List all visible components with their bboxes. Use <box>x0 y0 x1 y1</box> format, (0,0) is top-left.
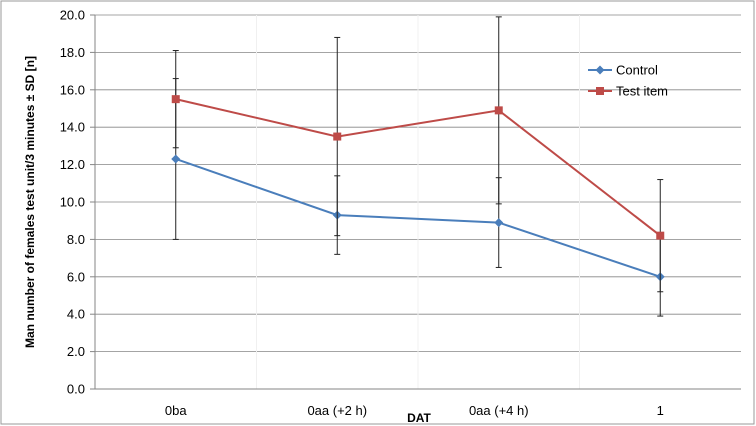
x-tick-labels: 0ba 0aa (+2 h) 0aa (+4 h) 1 <box>165 403 664 418</box>
data-point-square <box>333 132 342 141</box>
y-tick-label: 0.0 <box>67 382 85 397</box>
data-point-square <box>171 95 180 104</box>
series-line <box>175 158 661 278</box>
data-point-square <box>596 87 604 95</box>
y-tick-label: 8.0 <box>67 232 85 247</box>
x-tick-label: 0aa (+2 h) <box>307 403 367 418</box>
y-tick-label: 18.0 <box>60 45 85 60</box>
legend-label: Control <box>616 63 658 78</box>
x-tick-label: 1 <box>657 403 664 418</box>
data-point-diamond <box>171 154 181 164</box>
series-test-item <box>171 16 665 293</box>
legend-label: Test item <box>616 84 668 99</box>
axes <box>94 15 741 390</box>
y-tick-label: 16.0 <box>60 82 85 97</box>
y-axis-title: Man number of females test unit/3 minute… <box>23 56 37 348</box>
y-tick-label: 10.0 <box>60 195 85 210</box>
data-point-diamond <box>595 65 605 75</box>
data-point-square <box>494 106 503 115</box>
y-tick-label: 12.0 <box>60 157 85 172</box>
data-point-square <box>656 231 665 240</box>
y-tick-labels: 0.0 2.0 4.0 6.0 8.0 10.0 12.0 14.0 16.0 18.0 20.0 <box>60 8 85 397</box>
x-tick-label: 0ba <box>165 403 187 418</box>
data-point-diamond <box>494 218 504 228</box>
legend: Control Test item <box>588 63 668 99</box>
legend-entry: Control <box>588 63 658 78</box>
y-tick-label: 4.0 <box>67 307 85 322</box>
x-axis-title: DAT <box>407 411 431 425</box>
y-tick-label: 2.0 <box>67 344 85 359</box>
x-tick-label: 0aa (+4 h) <box>469 403 529 418</box>
gridlines <box>90 14 741 390</box>
y-tick-label: 14.0 <box>60 120 85 135</box>
y-tick-label: 20.0 <box>60 8 85 23</box>
series <box>171 16 665 317</box>
series-line <box>175 98 661 237</box>
y-tick-label: 6.0 <box>67 269 85 284</box>
legend-entry: Test item <box>588 84 668 99</box>
